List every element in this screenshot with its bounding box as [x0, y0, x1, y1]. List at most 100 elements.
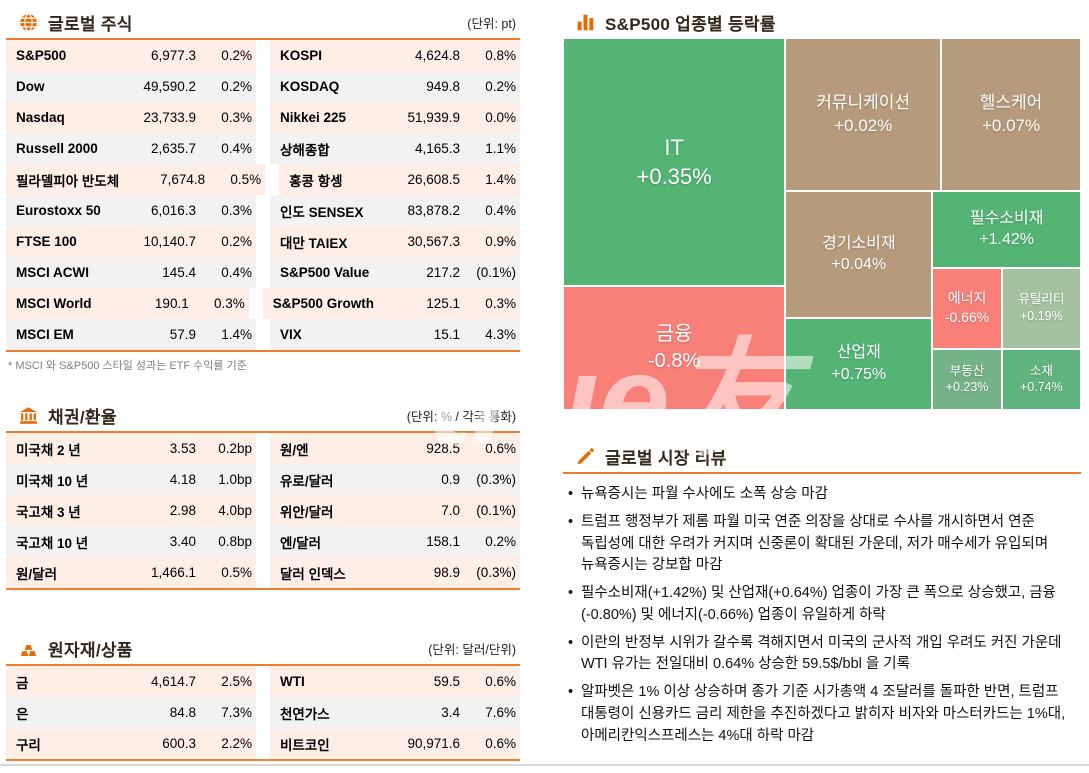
- instrument-value: 1,466.1: [150, 565, 196, 580]
- pencil-icon: [575, 446, 596, 467]
- instrument-name: VIX: [280, 327, 302, 342]
- table-row-half: MSCI ACWI 145.4 0.4%: [6, 257, 256, 288]
- table-row-half: FTSE 100 10,140.7 0.2%: [6, 226, 256, 257]
- table-row-half: Eurostoxx 50 6,016.3 0.3%: [6, 195, 256, 226]
- instrument-value: 6,977.3: [150, 48, 196, 63]
- section-title: 원자재/상품: [48, 640, 133, 660]
- table-row: Dow 49,590.2 0.2% KOSDAQ 949.8 0.2%: [6, 71, 520, 102]
- treemap-header: S&P500 업종별 등락률: [563, 6, 1081, 38]
- treemap-cell-industrials: 산업재 +0.75%: [785, 317, 933, 410]
- instrument-name: S&P500: [16, 48, 67, 63]
- instrument-value: 7.0: [441, 503, 460, 518]
- instrument-change: 0.3%: [485, 296, 516, 311]
- instrument-value: 23,733.9: [143, 110, 196, 125]
- table-row: Eurostoxx 50 6,016.3 0.3% 인도 SENSEX 83,878.2…: [6, 195, 520, 226]
- review-bullet: 트럼프 행정부가 제롬 파월 미국 연준 의장을 상대로 수사를 개시하면서 연…: [567, 512, 1079, 577]
- instrument-change: 2.2%: [221, 736, 252, 751]
- instrument-change: 0.4%: [221, 141, 252, 156]
- treemap-cell-communication: 커뮤니케이션 +0.02%: [785, 38, 942, 192]
- instrument-change: 0.2%: [221, 79, 252, 94]
- section-title: 글로벌 시장 리뷰: [605, 448, 727, 468]
- instrument-value: 4,165.3: [414, 141, 460, 156]
- section-sector-treemap: S&P500 업종별 등락률 IT +0.35% 금융 -0.8% 커뮤니케이션 +0.0…: [563, 6, 1081, 410]
- table-row-half: 대만 TAIEX 30,567.3 0.9%: [270, 226, 520, 257]
- sector-change: +0.19%: [1019, 309, 1063, 324]
- instrument-name: 원/엔: [280, 442, 309, 458]
- treemap-cell-consumer-discretionary: 경기소비재 +0.04%: [785, 191, 933, 318]
- instrument-change: 0.3%: [221, 203, 252, 218]
- instrument-value: 57.9: [169, 327, 196, 342]
- treemap-cell-energy: 에너지 -0.66%: [932, 267, 1002, 349]
- instrument-change: 0.2%: [485, 79, 516, 94]
- instrument-change: 0.5%: [230, 172, 262, 187]
- instrument-name: Dow: [16, 79, 45, 94]
- treemap-cell-consumer-staples: 필수소비재 +1.42%: [932, 191, 1081, 268]
- instrument-name: WTI: [280, 674, 305, 689]
- gold-bars-icon: [18, 638, 39, 659]
- table-row: S&P500 6,977.3 0.2% KOSPI 4,624.8 0.8%: [6, 40, 520, 71]
- table-row-half: Nasdaq 23,733.9 0.3%: [6, 102, 256, 133]
- review-bullet: 알파벳은 1% 이상 상승하며 종가 기준 시가총액 4 조달러를 돌파한 반면…: [567, 682, 1079, 747]
- section-title: S&P500 업종별 등락률: [605, 14, 776, 34]
- table-row-half: MSCI EM 57.9 1.4%: [6, 319, 256, 350]
- sector-change: +0.74%: [1019, 380, 1063, 395]
- sector-name: 소재: [1029, 363, 1053, 378]
- instrument-name: 유로/달러: [280, 473, 334, 489]
- instrument-name: 위안/달러: [280, 504, 334, 520]
- table-row: 구리 600.3 2.2% 비트코인 90,971.6 0.6%: [6, 728, 520, 759]
- treemap-cell-real-estate: 부동산 +0.23%: [932, 348, 1002, 410]
- instrument-value: 26,608.5: [407, 172, 460, 187]
- sector-name: 유틸리티: [1018, 292, 1065, 307]
- instrument-name: 구리: [16, 737, 41, 753]
- sector-name: 산업재: [836, 344, 881, 362]
- instrument-change: 7.6%: [485, 705, 516, 720]
- section-title: 글로벌 주식: [48, 14, 133, 34]
- instrument-value: 3.53: [169, 441, 196, 456]
- instrument-change: 0.8bp: [218, 534, 252, 549]
- table-row-half: 미국채 10 년 4.18 1.0bp: [6, 464, 256, 495]
- table-row: MSCI World 190.1 0.3% S&P500 Growth 125.1 0.3…: [6, 288, 520, 319]
- table-row-half: 미국채 2 년 3.53 0.2bp: [6, 433, 256, 464]
- table-row: MSCI ACWI 145.4 0.4% S&P500 Value 217.2 (0.1%…: [6, 257, 520, 288]
- bank-icon: [18, 405, 39, 426]
- table-row-half: 비트코인 90,971.6 0.6%: [270, 728, 520, 759]
- table-row-half: KOSDAQ 949.8 0.2%: [270, 71, 520, 102]
- instrument-change: 0.2%: [485, 534, 516, 549]
- instrument-name: KOSDAQ: [280, 79, 340, 94]
- sector-name: 금융: [655, 323, 693, 346]
- instrument-change: 0.2bp: [218, 441, 252, 456]
- instrument-change: 0.6%: [485, 736, 516, 751]
- instrument-name: 미국채 10 년: [16, 473, 89, 489]
- table-row-half: 홍콩 항셍 26,608.5 1.4%: [279, 164, 520, 195]
- sector-change: -0.8%: [647, 350, 701, 373]
- global-stocks-table: S&P500 6,977.3 0.2% KOSPI 4,624.8 0.8% Dow 49,5…: [6, 38, 520, 352]
- review-header: 글로벌 시장 리뷰: [563, 440, 1081, 474]
- table-row: 국고채 3 년 2.98 4.0bp 위안/달러 7.0 (0.1%): [6, 495, 520, 526]
- instrument-name: 원/달러: [16, 566, 58, 582]
- instrument-change: (0.1%): [476, 503, 516, 518]
- table-row-half: MSCI World 190.1 0.3%: [6, 288, 249, 319]
- instrument-value: 145.4: [162, 265, 196, 280]
- instrument-value: 4.18: [169, 472, 196, 487]
- table-row-half: 원/달러 1,466.1 0.5%: [6, 557, 256, 588]
- instrument-value: 0.9: [441, 472, 460, 487]
- table-row-half: 국고채 3 년 2.98 4.0bp: [6, 495, 256, 526]
- section-title: 채권/환율: [48, 407, 117, 427]
- table-row-half: 위안/달러 7.0 (0.1%): [270, 495, 520, 526]
- instrument-value: 4,614.7: [150, 674, 196, 689]
- table-row-half: 국고채 10 년 3.40 0.8bp: [6, 526, 256, 557]
- commodities-table: 금 4,614.7 2.5% WTI 59.5 0.6% 은 84.8 7.3% 천연가스 3.4 7…: [6, 664, 520, 761]
- sector-treemap: IT +0.35% 금융 -0.8% 커뮤니케이션 +0.02% 헬스케어 +0.07% 경기소…: [563, 38, 1081, 410]
- instrument-value: 15.1: [433, 327, 460, 342]
- instrument-value: 125.1: [426, 296, 460, 311]
- section-bonds-fx: 채권/환율 (단위: % / 각국 통화) 미국채 2 년 3.53 0.2bp 원/…: [6, 399, 520, 590]
- instrument-change: 4.0bp: [218, 503, 252, 518]
- table-row-half: S&P500 Value 217.2 (0.1%): [270, 257, 520, 288]
- sector-change: +0.75%: [831, 365, 887, 383]
- bonds-fx-table: 미국채 2 년 3.53 0.2bp 원/엔 928.5 0.6% 미국채 10 년 4.18…: [6, 431, 520, 590]
- instrument-name: 미국채 2 년: [16, 442, 81, 458]
- table-row-half: VIX 15.1 4.3%: [270, 319, 520, 350]
- review-bullets: 뉴욕증시는 파월 수사에도 소폭 상승 마감트럼프 행정부가 제롬 파월 미국 …: [563, 474, 1081, 747]
- sector-change: +0.04%: [831, 256, 887, 274]
- table-row-half: Dow 49,590.2 0.2%: [6, 71, 256, 102]
